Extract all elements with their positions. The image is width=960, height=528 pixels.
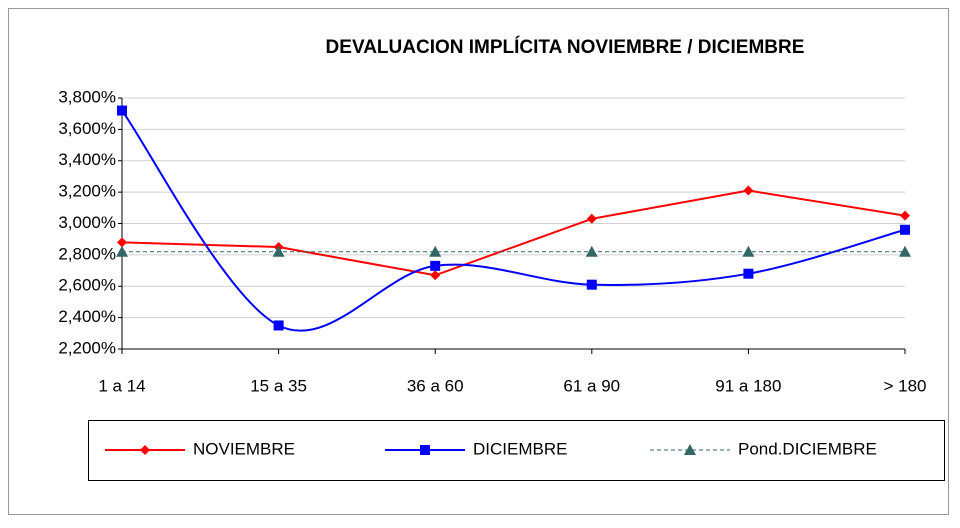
marker — [272, 245, 285, 257]
y-tick-label: 3,600% — [58, 119, 116, 138]
legend-label: NOVIEMBRE — [193, 439, 295, 458]
y-tick-label: 2,600% — [58, 276, 116, 295]
marker — [430, 270, 441, 281]
x-tick-label: 1 a 14 — [98, 376, 145, 395]
marker — [116, 245, 128, 257]
marker — [743, 268, 754, 279]
marker — [586, 279, 597, 290]
legend-label: Pond.DICIEMBRE — [738, 439, 877, 458]
marker — [899, 245, 911, 257]
y-tick-label: 2,800% — [58, 244, 116, 263]
legend-box — [88, 420, 945, 481]
series-line — [121, 109, 906, 332]
marker — [429, 245, 442, 257]
y-tick-label: 2,200% — [58, 338, 116, 357]
legend-marker — [420, 445, 430, 455]
series-line — [121, 189, 906, 277]
x-tick-label: 91 a 180 — [715, 376, 781, 395]
marker — [586, 213, 597, 224]
marker — [742, 245, 755, 257]
legend-marker — [684, 444, 696, 455]
marker — [117, 105, 127, 116]
marker — [900, 210, 910, 221]
y-tick-label: 3,800% — [58, 87, 116, 106]
marker — [430, 260, 441, 271]
marker — [743, 185, 754, 196]
marker — [900, 224, 910, 235]
marker — [273, 320, 284, 331]
x-tick-label: 15 a 35 — [250, 376, 307, 395]
y-tick-label: 3,400% — [58, 150, 116, 169]
legend-marker — [140, 445, 150, 455]
marker — [117, 237, 127, 248]
marker — [585, 245, 598, 257]
legend-label: DICIEMBRE — [473, 439, 567, 458]
chart-title: DEVALUACION IMPLÍCITA NOVIEMBRE / DICIEM… — [326, 36, 805, 58]
x-tick-label: 61 a 90 — [563, 376, 620, 395]
y-tick-label: 3,200% — [58, 182, 116, 201]
y-tick-label: 3,000% — [58, 213, 116, 232]
y-tick-label: 2,400% — [58, 307, 116, 326]
x-tick-label: > 180 — [883, 376, 926, 395]
x-tick-label: 36 a 60 — [407, 376, 464, 395]
